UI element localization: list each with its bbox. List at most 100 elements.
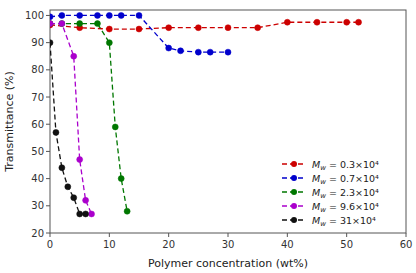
point: [59, 21, 65, 27]
point: [106, 40, 112, 46]
point: [356, 19, 362, 25]
point: [166, 45, 172, 51]
legend-label: Mw = 0.3×10⁴: [312, 159, 379, 173]
point: [106, 12, 112, 18]
point: [94, 21, 100, 27]
point: [284, 19, 290, 25]
point: [136, 26, 142, 32]
legend-label-part: = 0.3×10⁴: [326, 159, 379, 170]
point: [207, 49, 213, 55]
point: [344, 19, 350, 25]
y-tick-label: 90: [31, 37, 44, 48]
y-tick: [46, 233, 50, 234]
x-tick-label: 40: [281, 239, 294, 250]
x-tick: [168, 233, 169, 237]
point: [178, 48, 184, 54]
y-axis-label: Transmittance (%): [3, 71, 16, 173]
point: [255, 25, 261, 31]
legend-marker: [291, 203, 297, 209]
legend-label-part: M: [312, 173, 320, 184]
point: [118, 12, 124, 18]
y-tick-label: 70: [31, 92, 44, 103]
point: [166, 25, 172, 31]
series-line: [50, 15, 228, 52]
x-tick-label: 0: [47, 239, 53, 250]
legend-label-part: = 2.3×10⁴: [326, 187, 379, 198]
y-tick: [46, 178, 50, 179]
series-line: [50, 24, 127, 212]
legend-label-part: = 31×10⁴: [326, 215, 376, 226]
point: [71, 195, 77, 201]
point: [50, 14, 53, 20]
y-tick-label: 60: [31, 119, 44, 130]
y-tick-label: 40: [31, 173, 44, 184]
series-line: [50, 43, 86, 214]
legend-marker: [291, 189, 297, 195]
x-tick: [287, 233, 288, 237]
point: [106, 26, 112, 32]
legend-label: Mw = 9.6×10⁴: [312, 201, 379, 215]
point: [89, 211, 95, 217]
y-tick-label: 30: [31, 200, 44, 211]
legend-label: Mw = 0.7×10⁴: [312, 173, 379, 187]
y-tick-label: 80: [31, 64, 44, 75]
y-tick-label: 20: [31, 228, 44, 239]
legend-label-part: M: [312, 201, 320, 212]
y-tick: [46, 205, 50, 206]
point: [77, 157, 83, 163]
legend-label-part: M: [312, 215, 320, 226]
y-tick-label: 50: [31, 146, 44, 157]
legend-label: Mw = 31×10⁴: [312, 215, 376, 229]
point: [118, 176, 124, 182]
point: [124, 208, 130, 214]
y-tick: [46, 97, 50, 98]
chart: 0 10 20 30 40 50 60 20 30 40 50 60 70 80 90 100 Polymer …: [0, 0, 416, 273]
legend-marker: [291, 217, 297, 223]
point: [225, 49, 231, 55]
legend-label-part: M: [312, 187, 320, 198]
point: [59, 12, 65, 18]
point: [225, 25, 231, 31]
x-tick-label: 10: [103, 239, 116, 250]
y-tick-label: 100: [25, 10, 44, 21]
point: [65, 184, 71, 190]
x-tick: [228, 233, 229, 237]
x-tick-label: 60: [400, 239, 413, 250]
legend-marker: [291, 175, 297, 181]
point: [50, 21, 53, 27]
point: [195, 49, 201, 55]
y-tick: [46, 151, 50, 152]
x-axis-label: Polymer concentration (wt%): [148, 257, 308, 270]
x-tick: [109, 233, 110, 237]
x-tick: [346, 233, 347, 237]
point: [314, 19, 320, 25]
y-tick: [46, 42, 50, 43]
x-tick: [406, 233, 407, 237]
legend-marker: [291, 161, 297, 167]
plot-frame: [50, 10, 406, 233]
y-tick: [46, 124, 50, 125]
point: [77, 21, 83, 27]
point: [71, 53, 77, 59]
y-tick: [46, 15, 50, 16]
x-tick: [50, 233, 51, 237]
legend: Mw = 0.3×10⁴Mw = 0.7×10⁴Mw = 2.3×10⁴Mw =…: [282, 159, 379, 229]
x-tick-label: 20: [162, 239, 175, 250]
x-tick-label: 50: [340, 239, 353, 250]
point: [136, 12, 142, 18]
point: [83, 197, 89, 203]
legend-label: Mw = 2.3×10⁴: [312, 187, 379, 201]
series-line: [50, 24, 92, 214]
legend-label-part: = 0.7×10⁴: [326, 173, 379, 184]
point: [195, 25, 201, 31]
point: [59, 21, 65, 27]
legend-label-part: = 9.6×10⁴: [326, 201, 379, 212]
point: [50, 21, 53, 27]
point: [112, 124, 118, 130]
point: [77, 211, 83, 217]
point: [53, 129, 59, 135]
plot-area: [50, 12, 362, 217]
point: [59, 165, 65, 171]
x-tick-label: 30: [222, 239, 235, 250]
legend-label-part: M: [312, 159, 320, 170]
